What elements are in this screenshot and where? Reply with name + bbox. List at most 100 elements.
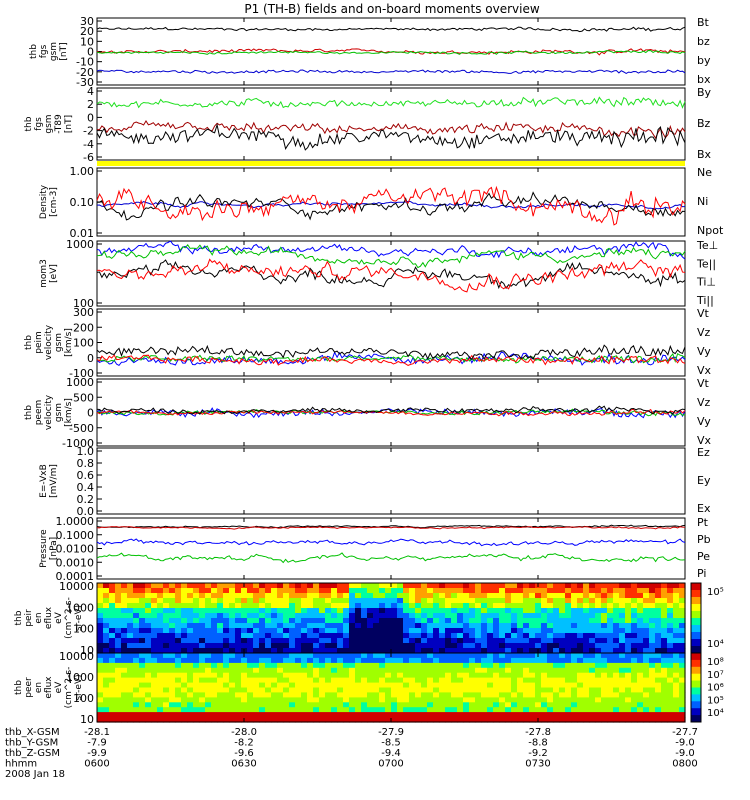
panel-11-cell (175, 687, 182, 693)
panel-10-cell (679, 643, 686, 649)
panel-10-cell (223, 608, 230, 614)
panel-10-cell (169, 623, 176, 629)
panel-10-cell (517, 613, 524, 619)
panel-11-cell (469, 692, 476, 698)
panel-11-cell (589, 712, 596, 718)
panel-11-cell (673, 677, 680, 684)
panel-11-cell (103, 717, 110, 723)
panel-11-cell (163, 717, 170, 723)
panel-10-cell (259, 623, 266, 629)
panel-11-cell (499, 712, 506, 718)
panel-10-cell (445, 633, 452, 639)
panel-6-ytick-label: 0 (87, 352, 94, 365)
panel-11-cell (439, 717, 446, 723)
panel-11-cell (403, 687, 410, 693)
panel-11-cell (595, 653, 602, 659)
panel-10-cell (361, 623, 368, 629)
panel-11-cell (631, 653, 638, 659)
panel-10-cell (307, 633, 314, 639)
panel-10-cell (427, 588, 434, 594)
panel-10-cell (649, 598, 656, 604)
panel-10-cell (409, 623, 416, 629)
panel-10-cell (391, 623, 398, 629)
panel-10-cell (169, 598, 176, 604)
panel-11-cell (109, 697, 116, 703)
panel-10-cell (583, 643, 590, 649)
panel-10-cell (199, 618, 206, 624)
panel-10-cell (157, 588, 164, 594)
panel-10-cell (643, 598, 650, 604)
panel-10-cell (217, 643, 224, 649)
panel-11-colorbar-label: 10⁷ (707, 670, 724, 681)
panel-10-cell (109, 598, 116, 604)
panel-10-cell (307, 628, 314, 634)
panel-11-cell (565, 697, 572, 703)
panel-10-cell (373, 598, 380, 604)
panel-10-cell (511, 598, 518, 604)
panel-10-cell (187, 598, 194, 604)
panel-11-cell (553, 657, 560, 664)
panel-10-cell (343, 613, 350, 619)
panel-10-cell (457, 603, 464, 609)
panel-11-cell (367, 672, 374, 679)
panel-11-cell (553, 702, 560, 708)
panel-11-cell (655, 677, 662, 684)
panel-10-cell (319, 598, 326, 604)
panel-10-cell (583, 628, 590, 634)
panel-10-cell (193, 633, 200, 639)
panel-11-cell (469, 682, 476, 689)
panel-10-cell (463, 608, 470, 614)
panel-10-cell (319, 608, 326, 614)
panel-10-cell (595, 588, 602, 594)
panel-11-cell (235, 662, 242, 669)
panel-1-ylabel-line: fgs (39, 44, 49, 58)
panel-11-cell (145, 672, 152, 679)
panel-11-cell (97, 667, 104, 674)
panel-10-cell (415, 583, 422, 589)
panel-11-cell (253, 692, 260, 698)
panel-10-cell (265, 638, 272, 644)
panel-10-cell (271, 623, 278, 629)
panel-4-ytick-label: 0.10 (70, 196, 95, 209)
panel-11-cell (295, 653, 302, 659)
panel-11-cell (115, 677, 122, 684)
panel-11-cell (547, 677, 554, 684)
panel-10-cell (259, 603, 266, 609)
panel-10-cell (571, 603, 578, 609)
panel-2-series-By (96, 96, 686, 109)
panel-10-cell (157, 638, 164, 644)
panel-10-cell (601, 648, 608, 654)
panel-10-cell (391, 628, 398, 634)
panel-11-cell (145, 697, 152, 703)
panel-10-cell (277, 618, 284, 624)
panel-11-cell (121, 717, 128, 723)
panel-11-cell (427, 707, 434, 713)
panel-10-cell (199, 593, 206, 599)
panel-11-cell (241, 672, 248, 679)
panel-10-cell (535, 628, 542, 634)
panel-10-cell (235, 638, 242, 644)
panel-10-cell (439, 598, 446, 604)
panel-11-cell (583, 702, 590, 708)
panel-11-cell (559, 697, 566, 703)
panel-11-cell (295, 657, 302, 664)
panel-11-cell (163, 712, 170, 718)
panel-10-cell (487, 633, 494, 639)
panel-11-cell (553, 687, 560, 693)
panel-10-cell (319, 603, 326, 609)
panel-11-cell (235, 687, 242, 693)
panel-11-cell (553, 697, 560, 703)
panel-11-cell (565, 707, 572, 713)
panel-1-ytick-label: 30 (80, 15, 94, 28)
panel-10-cell (517, 643, 524, 649)
panel-10-cell (571, 643, 578, 649)
panel-10-cell (673, 603, 680, 609)
panel-10-cell (439, 628, 446, 634)
panel-11-cell (259, 682, 266, 689)
panel-10-cell (499, 638, 506, 644)
panel-10-cell (457, 633, 464, 639)
panel-11-cell (559, 712, 566, 718)
panel-10-cell (403, 583, 410, 589)
panel-2: thb fgs gsm -T89 [nT] (24, 87, 686, 161)
panel-10-cell (541, 618, 548, 624)
